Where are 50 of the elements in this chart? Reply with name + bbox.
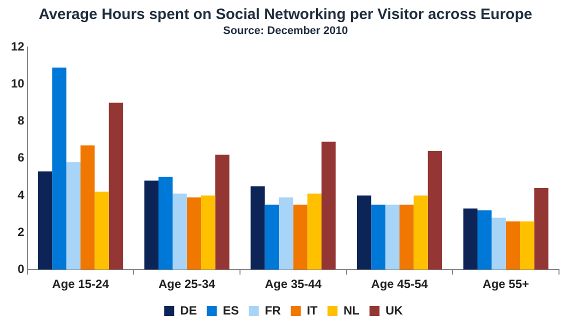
y-tick-label: 0 (18, 262, 25, 276)
bar (428, 150, 442, 270)
bar (144, 180, 158, 270)
y-tick-label: 12 (10, 40, 25, 54)
legend-label: ES (222, 303, 239, 318)
bar (172, 194, 187, 270)
x-tick-label: Age 45-54 (371, 277, 428, 292)
x-tick-label: Age 35-44 (264, 277, 322, 292)
bar (293, 204, 308, 270)
bar (250, 186, 265, 270)
y-tick-label: 10 (10, 76, 25, 91)
y-tick-label: 2 (18, 224, 25, 239)
bar (414, 195, 428, 270)
y-tick-label: 6 (18, 150, 25, 165)
y-tick-label: 8 (18, 114, 25, 128)
bar (66, 162, 81, 270)
x-tick-label: Age 25-34 (158, 277, 216, 292)
bar (278, 197, 294, 270)
bar (356, 195, 372, 270)
bar (307, 194, 322, 270)
bar (520, 221, 534, 270)
bar (80, 145, 95, 270)
bar (38, 171, 52, 270)
bar (94, 192, 109, 270)
x-tick-label: Age 15-24 (52, 277, 110, 292)
legend-label: IT (306, 303, 318, 318)
bar (477, 210, 492, 270)
legend-label: NL (344, 303, 360, 318)
bar (534, 188, 548, 270)
bar (215, 154, 230, 270)
x-tick-label: Age 55+ (482, 277, 530, 292)
bar (201, 195, 216, 270)
bar (322, 142, 336, 270)
bar (492, 218, 506, 270)
legend-label: DE (180, 303, 197, 318)
bar (158, 176, 173, 270)
bar (264, 204, 279, 270)
bar (371, 204, 386, 270)
bar (186, 197, 202, 270)
bar (108, 102, 124, 270)
legend-label: FR (264, 303, 282, 318)
legend-label: UK (386, 303, 404, 318)
y-tick-label: 4 (18, 188, 25, 202)
bar (506, 221, 520, 270)
bar (463, 208, 478, 270)
chart-title: Average Hours spent on Social Networking per Visitor across Europe (38, 6, 534, 23)
bar (385, 204, 400, 270)
bar (400, 204, 414, 270)
chart-subtitle: Source: December 2010 (222, 25, 349, 37)
bar (52, 68, 66, 270)
